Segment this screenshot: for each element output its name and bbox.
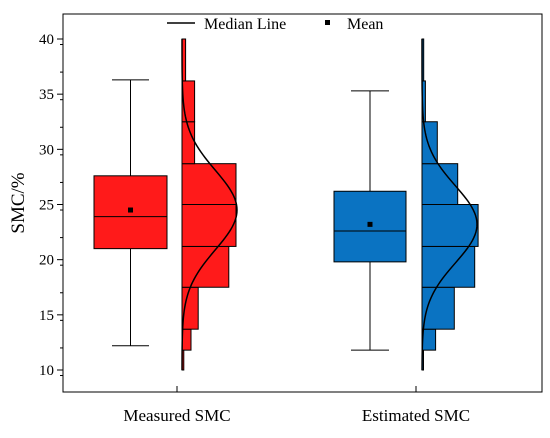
y-tick-label: 35 [39, 87, 54, 103]
y-tick-label: 30 [39, 142, 54, 158]
y-tick-label: 20 [39, 253, 54, 269]
y-axis-label: SMC/% [8, 172, 29, 233]
estimated-smc-histogram-bar [421, 328, 437, 351]
x-tick-label: Measured SMC [123, 406, 230, 425]
legend-mean-label: Mean [347, 16, 383, 33]
measured-smc-normal-curve [181, 39, 238, 370]
y-tick-label: 40 [39, 32, 54, 48]
estimated-smc-mean-marker [367, 221, 373, 227]
estimated-smc-normal-curve [421, 39, 478, 371]
legend-median-line-label: Median Line [204, 16, 286, 33]
plot-area [93, 38, 479, 371]
y-tick-label: 15 [39, 308, 54, 324]
y-tick-label: 25 [39, 198, 54, 214]
estimated-smc-histogram-bar [421, 204, 479, 247]
axes: Measured SMC Estimated SMC 10 15 20 25 30 35 40 [39, 32, 470, 425]
measured-smc-histogram-bar [181, 163, 237, 206]
x-tick-label: Estimated SMC [362, 406, 470, 425]
legend: Median Line Mean [167, 16, 383, 33]
y-tick-label: 10 [39, 363, 54, 379]
measured-smc-mean-marker [128, 207, 133, 213]
estimated-smc-histogram-bar [421, 245, 476, 288]
estimated-smc-histogram-bar [421, 163, 459, 206]
measured-smc-histogram-bar [181, 328, 192, 351]
legend-mean-symbol [325, 20, 330, 25]
plot-frame [62, 13, 543, 393]
measured-smc-histogram-bar [181, 204, 237, 247]
measured-smc-histogram-bar [181, 245, 230, 288]
